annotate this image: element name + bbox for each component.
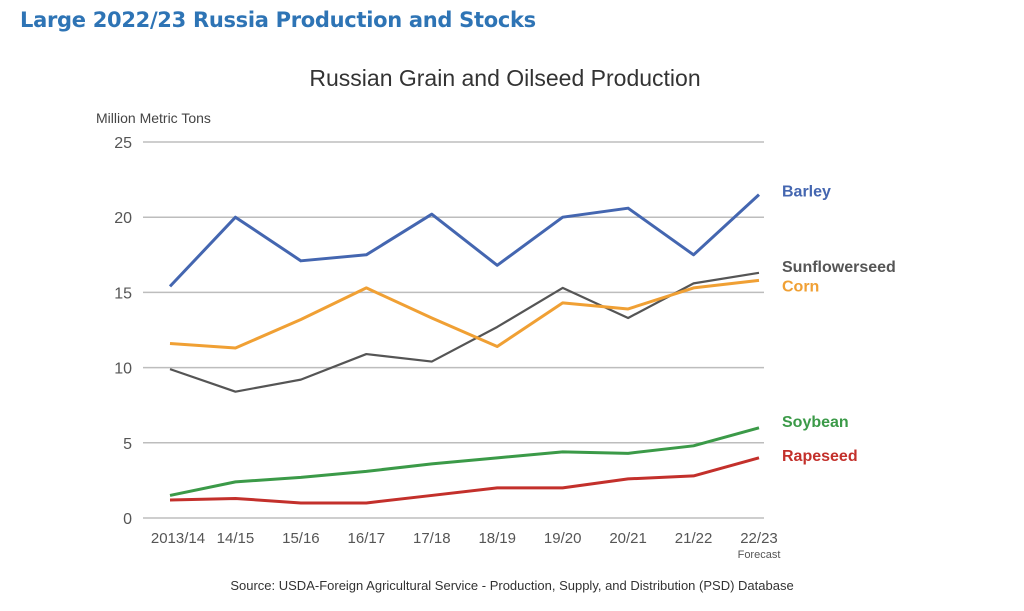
source-note: Source: USDA-Foreign Agricultural Servic… [230, 578, 793, 593]
y-tick-label: 10 [114, 361, 132, 378]
series-line-rapeseed [169, 456, 760, 505]
x-tick-label: 18/19 [478, 530, 516, 547]
series-line-corn [169, 278, 760, 350]
chart-title: Russian Grain and Oilseed Production [309, 65, 700, 91]
series-label-rapeseed: Rapeseed [782, 448, 858, 465]
x-tick-label: 20/21 [609, 530, 647, 547]
x-tick-label: 22/23 [740, 530, 778, 547]
series-label-sunflowerseed: Sunflowerseed [782, 259, 896, 276]
series-label-soybean: Soybean [782, 414, 849, 431]
series-line-sunflowerseed [169, 271, 760, 393]
y-tick-label: 15 [114, 285, 132, 302]
x-tick-label: 21/22 [675, 530, 713, 547]
x-tick-label: 15/16 [282, 530, 320, 547]
y-tick-label: 0 [123, 511, 132, 528]
page-heading: Large 2022/23 Russia Production and Stoc… [20, 8, 536, 32]
x-tick-label: 17/18 [413, 530, 451, 547]
y-tick-label: 25 [114, 135, 132, 152]
y-tick-label: 5 [123, 436, 132, 453]
x-tick-label: 19/20 [544, 530, 582, 547]
x-tick-label: 16/17 [348, 530, 386, 547]
x-tick-label: 14/15 [217, 530, 255, 547]
series-label-barley: Barley [782, 184, 831, 201]
y-tick-label: 20 [114, 210, 132, 227]
x-tick-label: 2013/14 [151, 530, 205, 547]
y-axis-label: Million Metric Tons [96, 110, 211, 126]
series-line-barley [168, 193, 761, 288]
forecast-note: Forecast [738, 549, 781, 561]
series-line-soybean [169, 426, 760, 497]
series-label-corn: Corn [782, 278, 819, 295]
